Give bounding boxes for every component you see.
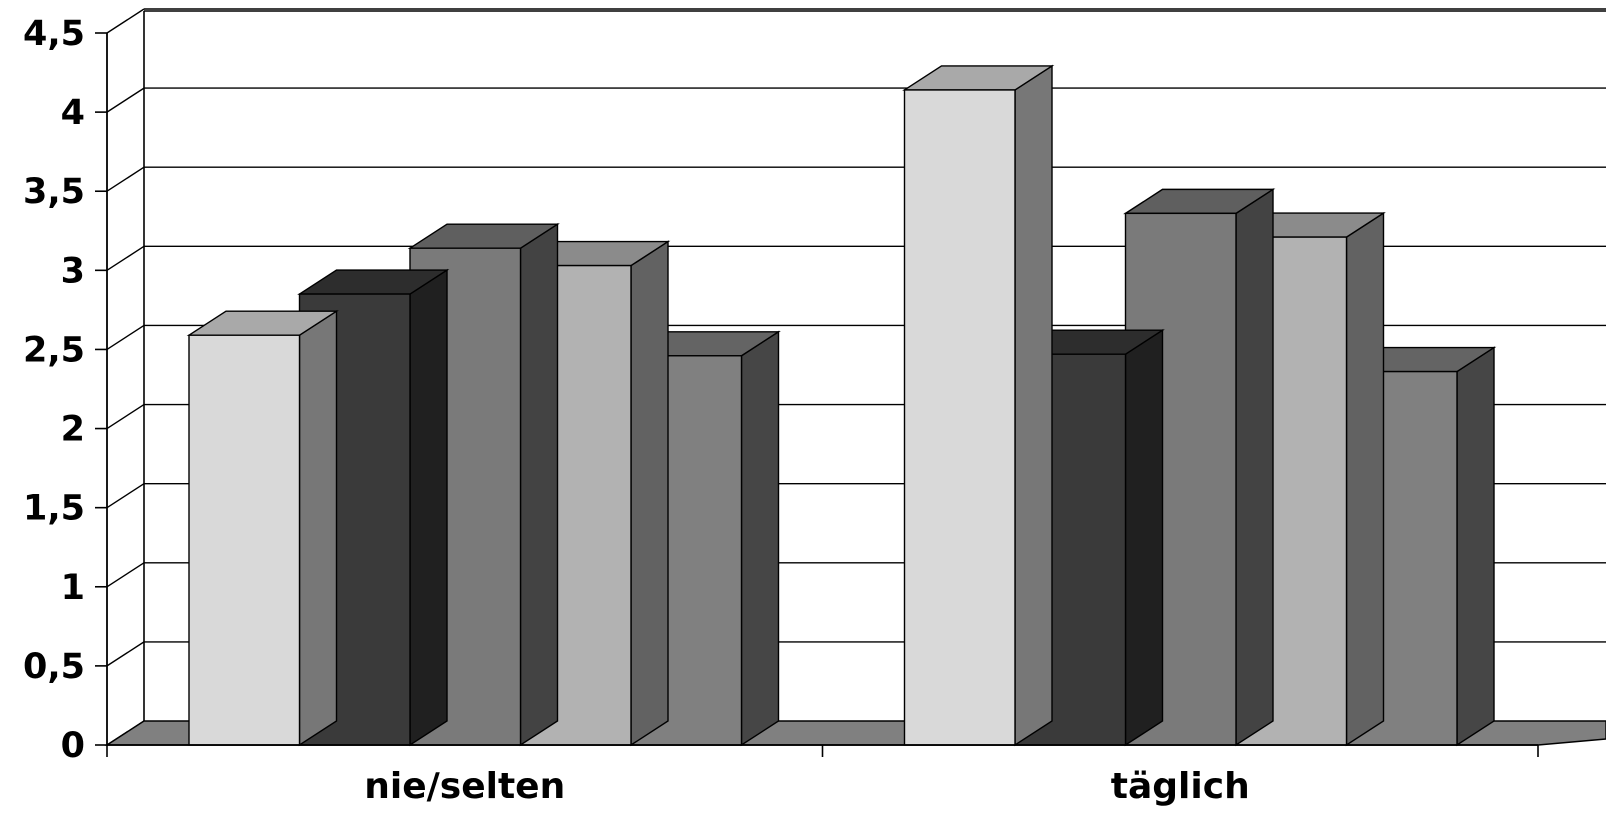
y-tick-label: 3 (61, 251, 85, 291)
y-tick-label: 4,5 (23, 14, 85, 54)
side-wall-gridline (106, 245, 145, 271)
y-tick-label: 3,5 (23, 172, 85, 212)
side-wall-gridline (106, 403, 145, 430)
bar-side (409, 268, 448, 747)
side-wall-gridline (106, 641, 145, 667)
x-category-label: nie/selten (364, 766, 565, 807)
side-wall-gridline (106, 324, 145, 351)
y-tick-label: 1 (61, 568, 85, 608)
bar-side (1124, 328, 1164, 747)
bar-side (630, 240, 669, 747)
bar-side (519, 222, 559, 747)
side-wall-gridline (106, 87, 145, 113)
y-tick-label: 2,5 (23, 330, 85, 370)
bar-front (188, 334, 301, 746)
bar-side (298, 309, 338, 747)
y-tick-label: 1,5 (23, 489, 85, 529)
y-axis: 0 0,5 1 1,5 2 2,5 3 3,5 4 4,5 (23, 14, 108, 766)
y-tick-label: 4 (61, 93, 85, 133)
x-axis: nie/selten täglich (106, 744, 1539, 807)
bar-side (1345, 211, 1385, 747)
bar-side (1235, 188, 1274, 747)
bar-side (1456, 346, 1495, 747)
x-category-label: täglich (1111, 766, 1250, 807)
side-wall-gridline (106, 166, 145, 192)
side-wall-gridline (106, 562, 145, 588)
y-tick-label: 2 (61, 410, 85, 450)
y-tick-label: 0,5 (23, 647, 85, 687)
bar-front (903, 89, 1016, 746)
chart-walls (143, 10, 1606, 721)
bars (186, 64, 1497, 747)
bar-side (1014, 64, 1053, 747)
side-wall-gridline (106, 483, 145, 509)
y-tick-label: 0 (61, 726, 85, 766)
bar (902, 64, 1055, 747)
bar-side (740, 330, 780, 747)
bar (186, 309, 339, 747)
side-wall-gridline (106, 8, 145, 34)
